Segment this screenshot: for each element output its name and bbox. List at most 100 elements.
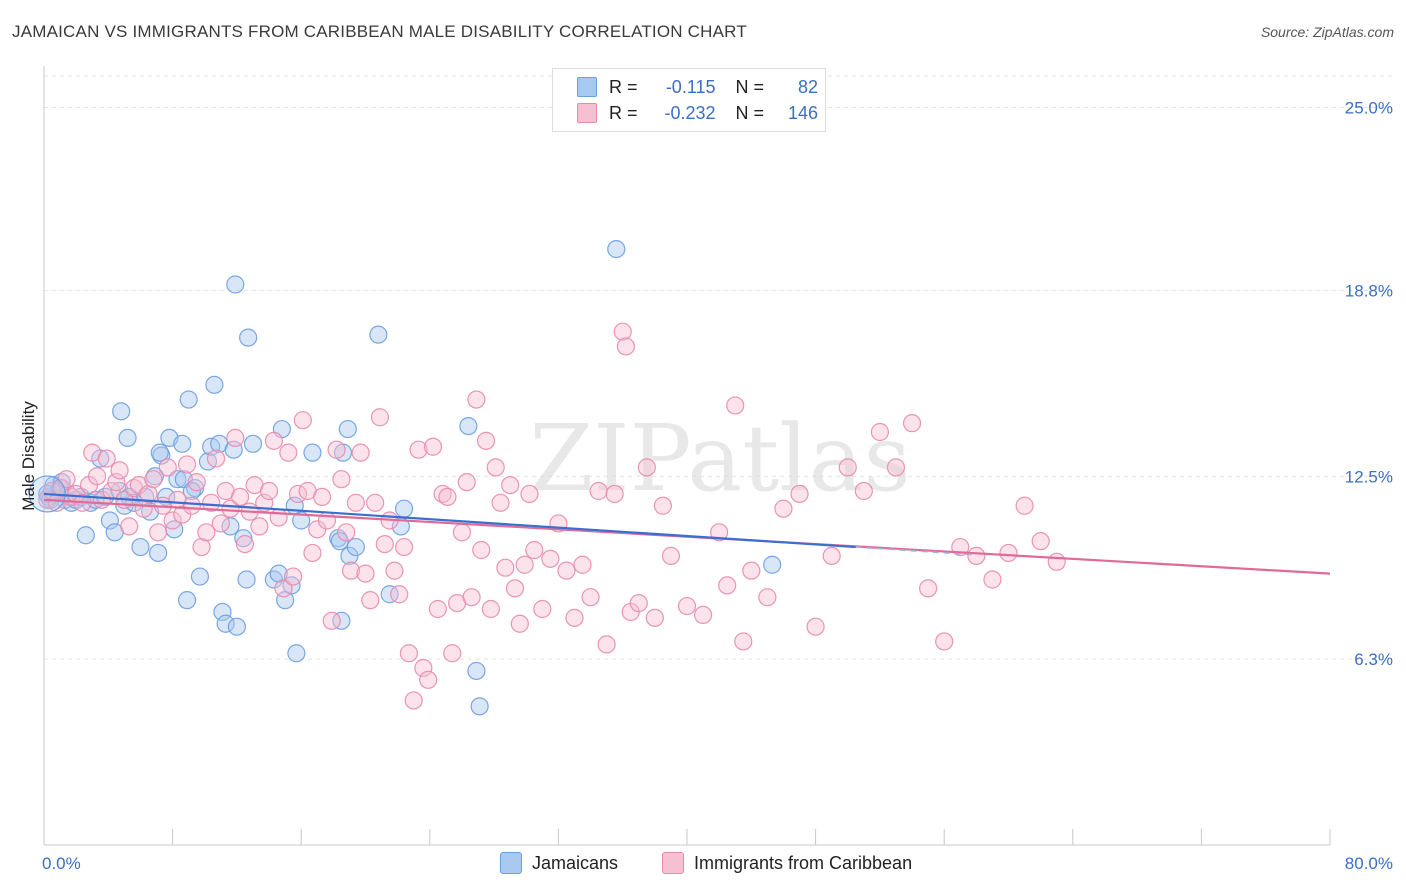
point-caribbean <box>637 458 656 477</box>
point-caribbean <box>102 481 121 501</box>
watermark: ZIPatlas <box>529 405 910 512</box>
point-caribbean <box>385 561 404 580</box>
point-caribbean <box>399 644 419 663</box>
point-caribbean <box>605 484 624 504</box>
point-jamaicans <box>470 697 489 716</box>
point-jamaicans <box>338 419 357 439</box>
point-jamaicans <box>243 434 263 453</box>
point-caribbean <box>139 484 158 504</box>
point-jamaicans <box>332 611 351 630</box>
point-jamaicans <box>177 591 197 610</box>
point-caribbean <box>235 534 255 554</box>
point-caribbean <box>452 523 472 542</box>
y-tick-label: 12.5% <box>1345 467 1393 486</box>
legend-r-value: -0.115 <box>665 76 716 97</box>
point-caribbean <box>806 617 825 636</box>
tick-labels: 6.3% 12.5% 18.8% 25.0% 0.0% 80.0% Male Disabil… <box>19 99 1393 874</box>
point-caribbean <box>838 458 857 477</box>
point-caribbean <box>163 511 182 530</box>
point-caribbean <box>177 455 197 474</box>
point-jamaicans <box>459 417 478 436</box>
point-caribbean <box>274 579 293 598</box>
point-jamaicans <box>216 614 235 633</box>
legend-swatch-caribbean <box>662 852 684 874</box>
point-jamaicans <box>269 564 288 583</box>
point-caribbean <box>710 523 729 542</box>
point-caribbean <box>581 588 600 607</box>
point-jamaicans <box>145 467 165 486</box>
point-caribbean <box>97 449 116 468</box>
point-jamaicans <box>150 443 169 462</box>
legend-swatch-caribbean <box>577 103 597 123</box>
point-caribbean <box>226 428 245 447</box>
point-caribbean <box>206 449 226 468</box>
point-caribbean <box>557 561 576 580</box>
point-caribbean <box>983 570 1002 589</box>
point-caribbean <box>790 484 809 504</box>
point-caribbean <box>356 564 375 583</box>
point-caribbean <box>197 523 216 542</box>
point-caribbean <box>589 481 608 501</box>
point-caribbean <box>467 390 486 409</box>
point-caribbean <box>279 443 298 462</box>
point-caribbean <box>491 493 510 512</box>
point-caribbean <box>510 614 529 633</box>
point-jamaicans <box>118 428 137 447</box>
point-caribbean <box>573 555 592 574</box>
point-jamaicans <box>205 375 224 394</box>
point-jamaicans <box>303 443 322 462</box>
point-caribbean <box>250 517 269 536</box>
point-caribbean <box>351 443 370 462</box>
point-caribbean <box>423 437 443 456</box>
point-caribbean <box>661 546 681 566</box>
y-axis-title: Male Disability <box>19 401 38 511</box>
point-caribbean <box>967 546 986 566</box>
y-tick-label: 6.3% <box>1354 650 1393 669</box>
point-jamaicans <box>380 585 399 604</box>
point-jamaicans <box>182 481 201 501</box>
legend-swatch-jamaicans <box>577 77 597 97</box>
legend-label-caribbean: Immigrants from Caribbean <box>694 852 913 873</box>
point-caribbean <box>822 546 841 566</box>
trend-line-jamaicans <box>43 492 856 549</box>
point-caribbean <box>370 408 390 427</box>
x-tick-label: 80.0% <box>1345 854 1393 873</box>
point-jamaicans <box>467 661 486 681</box>
point-caribbean <box>110 461 129 480</box>
point-jamaicans <box>190 567 210 586</box>
point-jamaicans <box>239 328 258 347</box>
correlation-legend: R = -0.115 N = 82 R = -0.232 N = 146 <box>552 68 826 132</box>
legend-r-label: R = <box>609 76 638 97</box>
point-jamaicans <box>227 617 246 636</box>
legend-n-value: 82 <box>798 76 819 97</box>
legend-r-value: -0.232 <box>664 102 716 123</box>
point-caribbean <box>390 585 409 604</box>
point-jamaicans <box>292 511 311 530</box>
legend-item-jamaicans[interactable]: Jamaicans <box>500 852 618 874</box>
legend-item-caribbean[interactable]: Immigrants from Caribbean <box>662 852 912 874</box>
chart-title: JAMAICAN VS IMMIGRANTS FROM CARIBBEAN MA… <box>12 22 747 41</box>
point-caribbean <box>322 611 341 630</box>
trend-line-jamaicans-extension <box>855 546 977 556</box>
point-caribbean <box>597 635 616 654</box>
point-caribbean <box>438 487 457 506</box>
point-caribbean <box>409 440 428 459</box>
point-caribbean <box>457 473 476 492</box>
point-caribbean <box>443 644 462 663</box>
point-caribbean <box>1031 532 1050 551</box>
y-tick-label: 18.8% <box>1345 281 1393 300</box>
point-caribbean <box>515 555 534 574</box>
trend-lines <box>43 492 1331 575</box>
point-caribbean <box>327 440 346 459</box>
point-caribbean <box>404 691 423 710</box>
point-jamaicans <box>394 499 414 518</box>
legend-row-caribbean: R = -0.232 N = 146 <box>577 101 818 125</box>
point-caribbean <box>284 567 303 586</box>
point-caribbean <box>231 487 250 506</box>
point-caribbean <box>312 487 332 506</box>
point-caribbean <box>337 523 356 542</box>
point-caribbean <box>375 534 394 554</box>
point-caribbean <box>505 579 525 598</box>
point-caribbean <box>144 470 163 489</box>
point-caribbean <box>870 422 890 442</box>
